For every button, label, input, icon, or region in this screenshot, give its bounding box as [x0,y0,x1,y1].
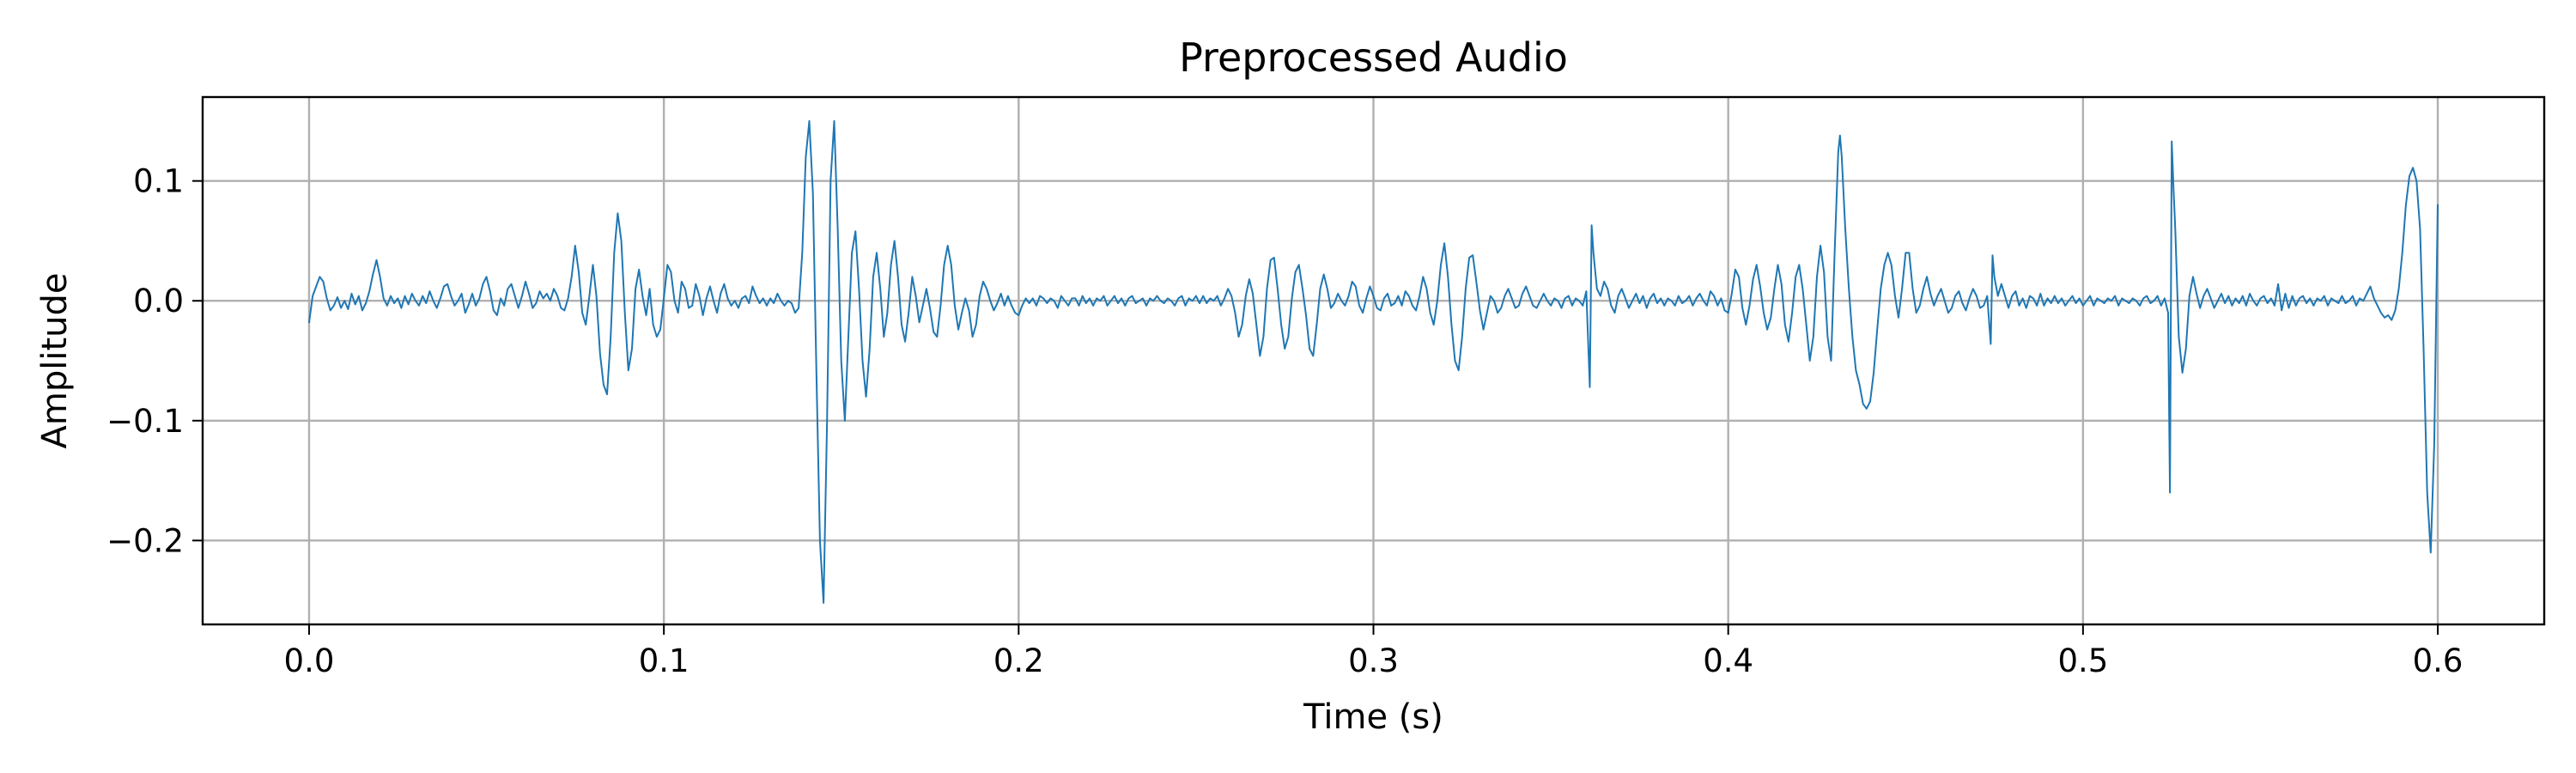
x-tick-label: 0.2 [993,642,1044,679]
series-group [308,119,2439,604]
y-tick-label: −0.1 [106,403,184,440]
y-tick-label: 0.0 [133,283,184,320]
x-tick-label: 0.3 [1348,642,1399,679]
x-tick-label: 0.0 [284,642,335,679]
chart-title: Preprocessed Audio [1179,34,1568,81]
x-tick-label: 0.6 [2413,642,2464,679]
x-axis-label: Time (s) [1303,697,1443,737]
x-tick-label: 0.4 [1703,642,1753,679]
x-tick-label: 0.5 [2057,642,2108,679]
amplitude-series-line [308,119,2439,604]
y-tick-label: −0.2 [106,522,184,559]
y-axis-label: Amplitude [35,273,75,449]
y-tick-label: 0.1 [133,163,184,200]
axis-ticks: 0.0 0.1 0.2 0.3 0.4 0.5 0.6 0.1 0.0 −0.1 −0.2 [106,163,2463,679]
grid-lines [203,97,2544,624]
x-tick-label: 0.1 [639,642,690,679]
